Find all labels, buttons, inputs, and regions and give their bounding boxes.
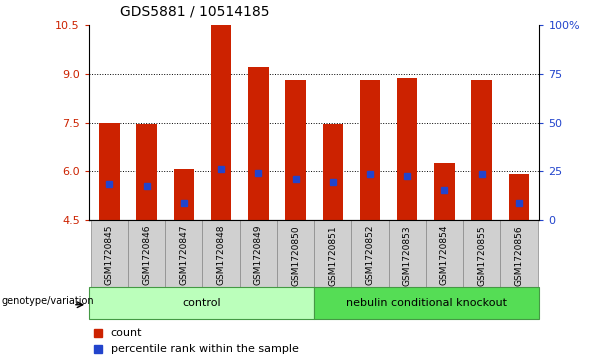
Bar xyxy=(500,220,538,287)
Text: GSM1720853: GSM1720853 xyxy=(403,225,412,286)
Text: GSM1720849: GSM1720849 xyxy=(254,225,263,285)
Bar xyxy=(322,124,343,220)
Bar xyxy=(202,220,240,287)
Text: genotype/variation: genotype/variation xyxy=(2,297,94,306)
Text: nebulin conditional knockout: nebulin conditional knockout xyxy=(346,298,508,308)
Text: GSM1720856: GSM1720856 xyxy=(514,225,524,286)
Bar xyxy=(509,174,529,220)
Bar xyxy=(99,122,120,220)
Bar xyxy=(285,81,306,220)
Text: GDS5881 / 10514185: GDS5881 / 10514185 xyxy=(120,4,269,18)
Text: percentile rank within the sample: percentile rank within the sample xyxy=(110,344,299,354)
Bar xyxy=(463,220,500,287)
Text: GSM1720855: GSM1720855 xyxy=(478,225,486,286)
Text: GSM1720850: GSM1720850 xyxy=(291,225,300,286)
Text: GSM1720847: GSM1720847 xyxy=(180,225,188,285)
Text: GSM1720845: GSM1720845 xyxy=(105,225,114,285)
Bar xyxy=(89,287,314,319)
Text: count: count xyxy=(110,328,142,338)
Text: GSM1720852: GSM1720852 xyxy=(365,225,375,285)
Bar xyxy=(314,287,539,319)
Bar xyxy=(426,220,463,287)
Text: control: control xyxy=(182,298,221,308)
Bar xyxy=(389,220,426,287)
Bar xyxy=(211,25,231,220)
Text: GSM1720846: GSM1720846 xyxy=(142,225,151,285)
Bar xyxy=(240,220,277,287)
Text: GSM1720848: GSM1720848 xyxy=(216,225,226,285)
Bar xyxy=(173,170,194,220)
Text: GSM1720851: GSM1720851 xyxy=(329,225,337,286)
Bar xyxy=(360,80,380,220)
Bar xyxy=(91,220,128,287)
Bar xyxy=(277,220,314,287)
Bar xyxy=(128,220,166,287)
Bar xyxy=(397,78,417,220)
Bar xyxy=(351,220,389,287)
Bar xyxy=(434,163,455,220)
Bar xyxy=(136,124,157,220)
Bar xyxy=(471,80,492,220)
Text: GSM1720854: GSM1720854 xyxy=(440,225,449,285)
Bar xyxy=(248,68,268,220)
Bar xyxy=(314,220,351,287)
Bar xyxy=(166,220,202,287)
